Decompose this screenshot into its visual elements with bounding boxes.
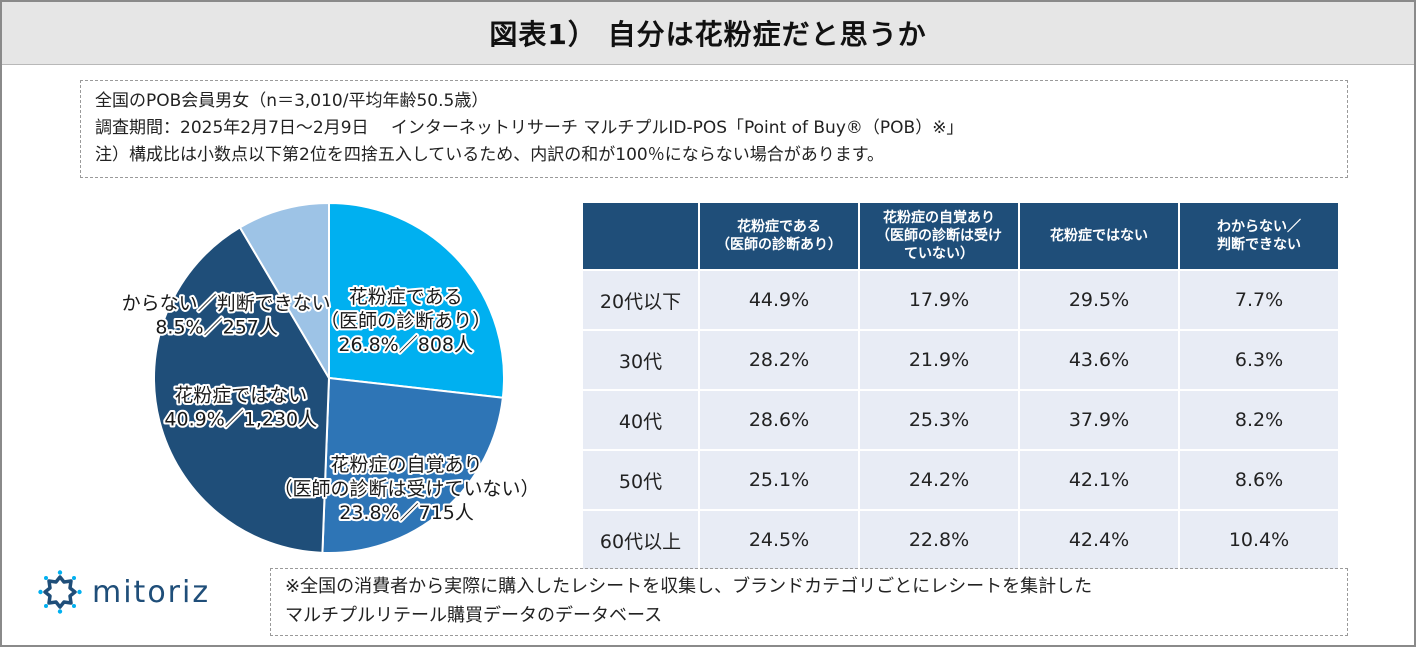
table-cell: 42.4%	[1020, 511, 1178, 569]
pie-chart-svg: 花粉症である（医師の診断あり）26.8%／808人花粉症の自覚あり（医師の診断は…	[101, 201, 542, 554]
table-corner-cell	[583, 203, 698, 269]
table-cell: 42.1%	[1020, 451, 1178, 509]
column-header: わからない／ 判断できない	[1180, 203, 1338, 269]
title-bar: 図表1） 自分は花粉症だと思うか	[2, 2, 1414, 65]
pie-slice	[328, 201, 505, 399]
row-label: 60代以上	[583, 511, 698, 569]
row-label: 50代	[583, 451, 698, 509]
table-cell: 8.6%	[1180, 451, 1338, 509]
column-header-line: 花粉症ではない	[1050, 228, 1148, 244]
table-cell: 25.1%	[700, 451, 858, 509]
pie-slice-label: 40.9%／1,230人	[164, 408, 317, 430]
logo-wordmark: mitoriz	[92, 574, 211, 610]
column-header-line: 花粉症の自覚あり	[883, 210, 995, 226]
mitoriz-logo: mitoriz	[38, 568, 210, 616]
table-row: 60代以上 24.5% 22.8% 42.4% 10.4%	[583, 511, 1338, 569]
column-header: 花粉症ではない	[1020, 203, 1178, 269]
table-row: 50代 25.1% 24.2% 42.1% 8.6%	[583, 451, 1338, 509]
table-cell: 25.3%	[860, 391, 1018, 449]
pie-slice-label: 26.8%／808人	[338, 334, 473, 356]
row-label: 20代以下	[583, 271, 698, 329]
footnote-line: マルチプルリテール購買データのデータベース	[285, 605, 663, 626]
pie-slice-label: （医師の診断あり）	[320, 310, 491, 332]
pie-slice-label: 23.8%／715人	[339, 502, 474, 524]
age-breakdown-table: 花粉症である （医師の診断あり） 花粉症の自覚あり （医師の診断は受け ていない…	[581, 201, 1340, 571]
table-cell: 22.8%	[860, 511, 1018, 569]
table-cell: 8.2%	[1180, 391, 1338, 449]
pie-slice	[238, 201, 330, 382]
note-line: 注）構成比は小数点以下第2位を四捨五入しているため、内訳の和が100％にならない…	[95, 145, 885, 165]
table-cell: 7.7%	[1180, 271, 1338, 329]
pie-slice-label: （医師の診断は受けていない）	[274, 478, 540, 500]
row-label: 40代	[583, 391, 698, 449]
pie-slice-label: 8.5%／257人	[155, 317, 278, 339]
column-header-line: （医師の診断あり）	[716, 237, 842, 253]
table-cell: 10.4%	[1180, 511, 1338, 569]
column-header: 花粉症の自覚あり （医師の診断は受け ていない）	[860, 203, 1018, 269]
note-line: 全国のPOB会員男女（n＝3,010/平均年齢50.5歳）	[95, 91, 489, 111]
pie-chart: 花粉症である （医師の診断あり） 26.8%／808人 花粉症の自覚あり （医師の診断は…	[101, 198, 542, 568]
pie-slice-label: わからない／判断できない	[122, 293, 331, 315]
table-header-row: 花粉症である （医師の診断あり） 花粉症の自覚あり （医師の診断は受け ていない…	[583, 203, 1338, 269]
table-cell: 44.9%	[700, 271, 858, 329]
table-cell: 24.2%	[860, 451, 1018, 509]
column-header-line: 判断できない	[1217, 237, 1301, 253]
footnote-box: ※全国の消費者から実際に購入したレシートを収集し、ブランドカテゴリごとにレシート…	[270, 568, 1348, 636]
table-row: 40代 28.6% 25.3% 37.9% 8.2%	[583, 391, 1338, 449]
table-cell: 43.6%	[1020, 331, 1178, 389]
column-header-line: （医師の診断は受け	[876, 228, 1002, 244]
column-header-line: わからない／	[1217, 219, 1301, 235]
column-header: 花粉症である （医師の診断あり）	[700, 203, 858, 269]
column-header-line: 花粉症である	[737, 219, 821, 235]
pie-slice	[321, 376, 504, 554]
table-cell: 29.5%	[1020, 271, 1178, 329]
table-cell: 6.3%	[1180, 331, 1338, 389]
pie-slice-label: 花粉症の自覚あり	[331, 454, 483, 476]
survey-notes: 全国のPOB会員男女（n＝3,010/平均年齢50.5歳） 調査期間：2025年…	[80, 80, 1348, 178]
table-row: 20代以下 44.9% 17.9% 29.5% 7.7%	[583, 271, 1338, 329]
table-cell: 17.9%	[860, 271, 1018, 329]
table-cell: 28.6%	[700, 391, 858, 449]
footnote-line: ※全国の消費者から実際に購入したレシートを収集し、ブランドカテゴリごとにレシート…	[285, 576, 1093, 597]
note-line: 調査期間：2025年2月7日～2月9日 インターネットリサーチ マルチプルID-…	[95, 118, 964, 138]
sun-burst-icon	[38, 570, 82, 614]
column-header-line: ていない）	[904, 246, 974, 262]
table-cell: 21.9%	[860, 331, 1018, 389]
pie-slice-label: 花粉症である	[349, 286, 463, 308]
figure-title: 図表1） 自分は花粉症だと思うか	[489, 18, 927, 51]
table-cell: 24.5%	[700, 511, 858, 569]
pie-slice	[153, 225, 331, 554]
table-cell: 28.2%	[700, 331, 858, 389]
row-label: 30代	[583, 331, 698, 389]
pie-slice-label: 花粉症ではない	[174, 384, 307, 406]
table-cell: 37.9%	[1020, 391, 1178, 449]
table-row: 30代 28.2% 21.9% 43.6% 6.3%	[583, 331, 1338, 389]
